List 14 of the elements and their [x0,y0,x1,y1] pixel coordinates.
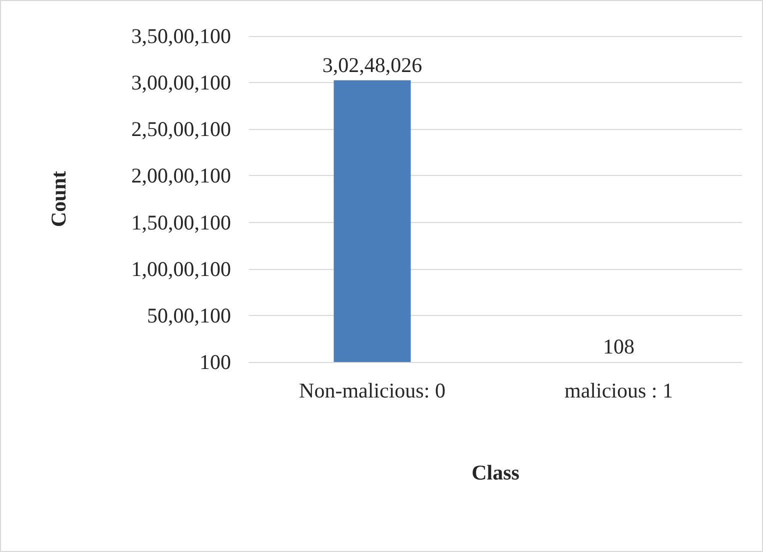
y-tick-label: 3,50,00,100 [131,24,231,48]
y-tick-label: 2,00,00,100 [131,164,231,188]
data-label: 108 [603,334,634,358]
y-tick-label: 1,50,00,100 [131,210,231,234]
y-tick-label: 100 [200,350,231,374]
y-tick-label: 50,00,100 [147,303,231,328]
data-label: 3,02,48,026 [322,52,422,77]
x-axis-title: Class [472,460,520,484]
x-tick-label: Non-malicious: 0 [299,378,446,402]
y-tick-label: 1,00,00,100 [131,256,231,281]
y-axis-title: Count [46,170,70,228]
x-tick-label: malicious : 1 [564,378,673,402]
y-tick-label: 2,50,00,100 [131,117,231,142]
y-tick-label: 3,00,00,100 [131,70,231,95]
